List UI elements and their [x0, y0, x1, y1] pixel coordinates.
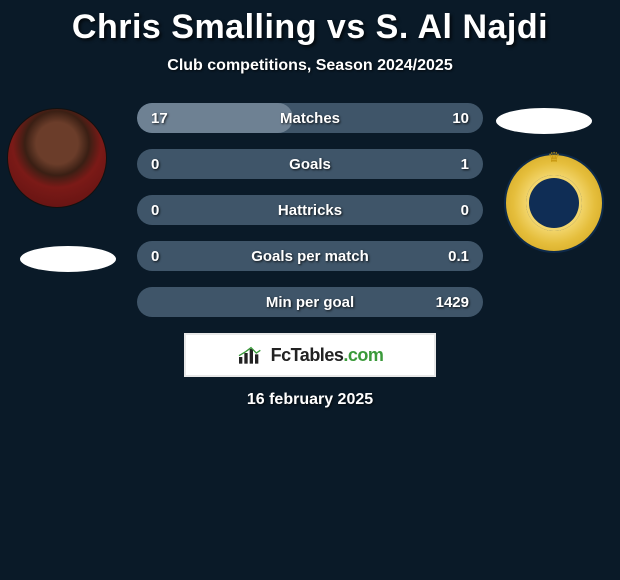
player-left-club-blank: [20, 246, 116, 272]
row-label: Matches: [280, 110, 340, 127]
stat-row-mpg: Min per goal 1429: [137, 287, 483, 317]
comparison-card: Chris Smalling vs S. Al Najdi Club compe…: [0, 0, 620, 409]
row-label: Goals per match: [251, 248, 369, 265]
player-left-photo: [7, 108, 107, 208]
value-right: 1: [461, 156, 469, 173]
brand-text: FcTables.com: [271, 345, 384, 366]
body-area: ♛ 17 Matches 10 0 Goals 1 0 H: [0, 103, 620, 409]
date: 16 february 2025: [0, 391, 620, 409]
value-left: 0: [151, 156, 159, 173]
row-label: Min per goal: [266, 294, 354, 311]
value-left: 0: [151, 202, 159, 219]
value-left: 17: [151, 110, 168, 127]
page-title: Chris Smalling vs S. Al Najdi: [0, 8, 620, 47]
stat-rows: 17 Matches 10 0 Goals 1 0 Hattricks 0: [137, 103, 483, 317]
value-right: 10: [452, 110, 469, 127]
row-label: Goals: [289, 156, 331, 173]
value-left: 0: [151, 248, 159, 265]
row-label: Hattricks: [278, 202, 342, 219]
stat-row-gpm: 0 Goals per match 0.1: [137, 241, 483, 271]
stat-row-matches: 17 Matches 10: [137, 103, 483, 133]
value-right: 0.1: [448, 248, 469, 265]
brand-suffix: .com: [343, 345, 383, 365]
subtitle: Club competitions, Season 2024/2025: [0, 57, 620, 75]
bars-icon: [237, 345, 265, 365]
brand-name: FcTables: [271, 345, 344, 365]
stat-row-hattricks: 0 Hattricks 0: [137, 195, 483, 225]
club-logo-inner: [526, 175, 582, 231]
player-right-photo-blank: [496, 108, 592, 134]
value-right: 1429: [436, 294, 469, 311]
value-right: 0: [461, 202, 469, 219]
crown-icon: ♛: [548, 149, 561, 166]
player-right-club-logo: ♛: [504, 153, 604, 253]
brand-box: FcTables.com: [184, 333, 436, 377]
stat-row-goals: 0 Goals 1: [137, 149, 483, 179]
